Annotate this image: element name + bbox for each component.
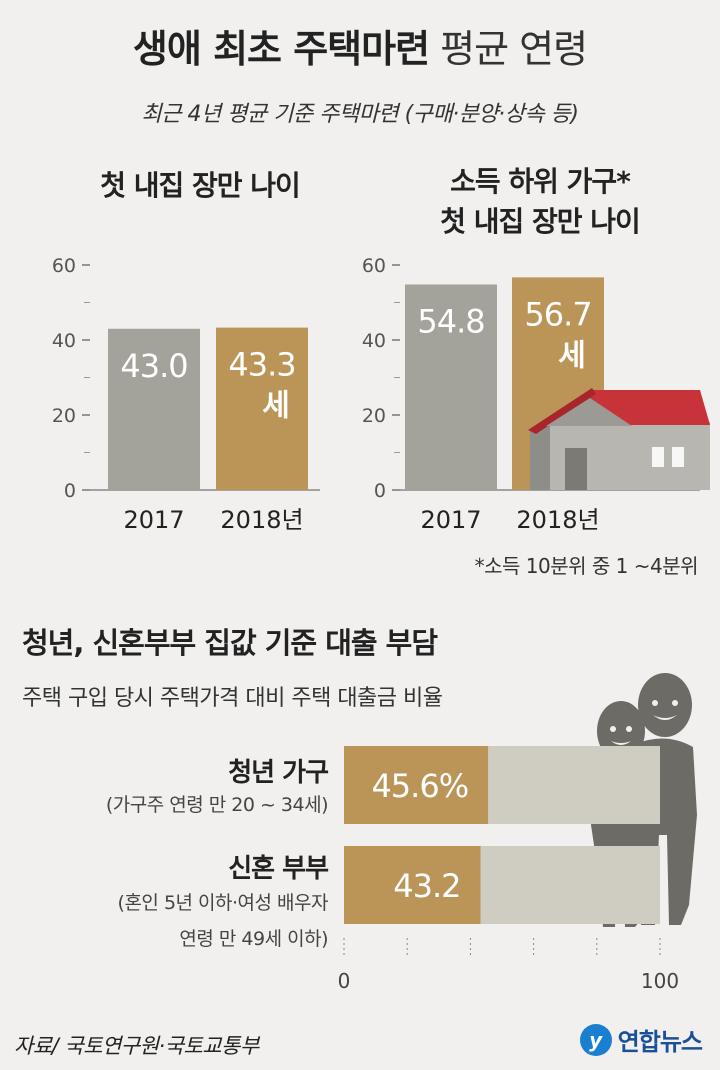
chart1-bar-0 <box>108 328 200 490</box>
chart2-footnote: *소득 10분위 중 1 ~4분위 <box>474 554 699 578</box>
chart1-value-label-0: 43.0 <box>120 347 187 385</box>
chart1-category-label-1: 2018년 <box>220 506 303 534</box>
chart1-bar-chart: 0 20 40 60 43.0 2017 43.3 세 2018년 <box>52 255 320 534</box>
source-note: 자료/ 국토연구원·국토교통부 <box>14 1034 259 1058</box>
chart2-ytick-label: 0 <box>374 480 386 502</box>
chart3-bar-chart: 45.6% 43.2 0 100 <box>338 746 679 993</box>
chart2-ytick-label: 60 <box>362 255 386 277</box>
chart1-unit-label: 세 <box>262 389 290 424</box>
chart3-xtick-label: 0 <box>338 969 351 993</box>
chart2-title-line2: 첫 내집 장만 나이 <box>440 205 641 238</box>
page-subtitle: 최근 4년 평균 기준 주택마련 (구매·분양·상속 등) <box>141 102 579 127</box>
chart1-value-label-1: 43.3 <box>228 346 295 384</box>
chart3-xtick-label: 100 <box>641 969 679 993</box>
row-note-newlywed-1: (혼인 5년 이하·여성 배우자 <box>117 892 329 914</box>
house-part-0 <box>530 416 550 490</box>
logo-icon: y <box>579 1023 612 1056</box>
agency-logo: y 연합뉴스 <box>579 1022 703 1057</box>
title-light: 평균 연령 <box>440 27 588 71</box>
chart2-unit-label: 세 <box>558 338 586 373</box>
house-part-7 <box>672 447 684 467</box>
chart1-category-label-0: 2017 <box>123 506 184 534</box>
chart2-value-label-0: 54.8 <box>417 303 484 341</box>
chart1-ytick-label: 0 <box>64 480 76 502</box>
row-label-youth: 청년 가구 <box>228 758 329 788</box>
chart3-bar-0 <box>344 746 489 824</box>
chart3-subtitle: 주택 구입 당시 주택가격 대비 주택 대출금 비율 <box>22 686 443 711</box>
chart2-ytick-label: 40 <box>362 330 386 352</box>
chart2-value-label-1: 56.7 <box>524 295 591 333</box>
chart3-value-label-0: 45.6% <box>371 767 468 805</box>
row-note-youth: (가구주 연령 만 20 ~ 34세) <box>105 794 329 816</box>
row-note-newlywed-2: 연령 만 49세 이하) <box>179 928 328 950</box>
house-icon <box>528 388 710 490</box>
house-part-3 <box>528 388 596 434</box>
chart3-value-label-1: 43.2 <box>393 867 460 905</box>
chart1-bar-1 <box>216 327 308 490</box>
chart1-title: 첫 내집 장만 나이 <box>100 169 301 202</box>
row-label-newlywed: 신혼 부부 <box>228 854 329 884</box>
chart1-ytick-label: 60 <box>52 255 76 277</box>
chart2-title-line1: 소득 하위 가구* <box>450 165 631 198</box>
chart2-category-label-0: 2017 <box>420 506 481 534</box>
house-part-4 <box>546 398 632 426</box>
logo-text: 연합뉴스 <box>617 1028 703 1056</box>
page-title: 생애 최초 주택마련 평균 연령 <box>0 18 720 73</box>
chart2-bar-chart: 0 20 40 60 54.8 2017 56.7 세 2018년 <box>362 255 710 534</box>
house-part-5 <box>565 448 587 490</box>
chart2-category-label-1: 2018년 <box>516 506 599 534</box>
house-part-6 <box>652 447 664 467</box>
chart3-title: 청년, 신혼부부 집값 기준 대출 부담 <box>22 626 438 660</box>
chart2-title: 소득 하위 가구* 첫 내집 장만 나이 <box>380 162 700 242</box>
chart3-bar-1 <box>344 846 481 924</box>
chart1-ytick-label: 40 <box>52 330 76 352</box>
chart1-ytick-label: 20 <box>52 405 76 427</box>
chart2-bar-0 <box>405 284 497 490</box>
title-bold: 생애 최초 주택마련 <box>132 27 430 71</box>
chart2-ytick-label: 20 <box>362 405 386 427</box>
